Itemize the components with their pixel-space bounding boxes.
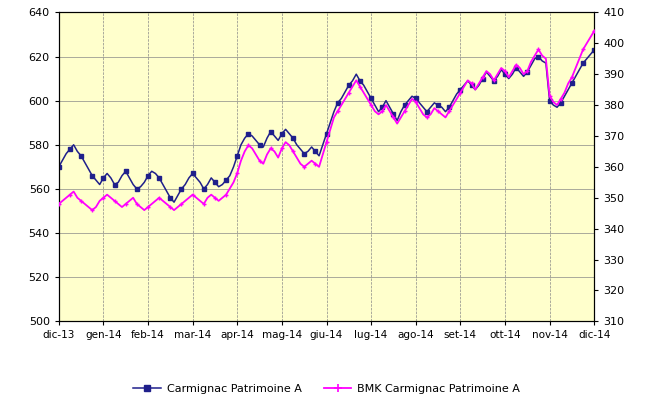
Legend: Carmignac Patrimoine A, BMK Carmignac Patrimoine A: Carmignac Patrimoine A, BMK Carmignac Pa…: [129, 379, 524, 398]
